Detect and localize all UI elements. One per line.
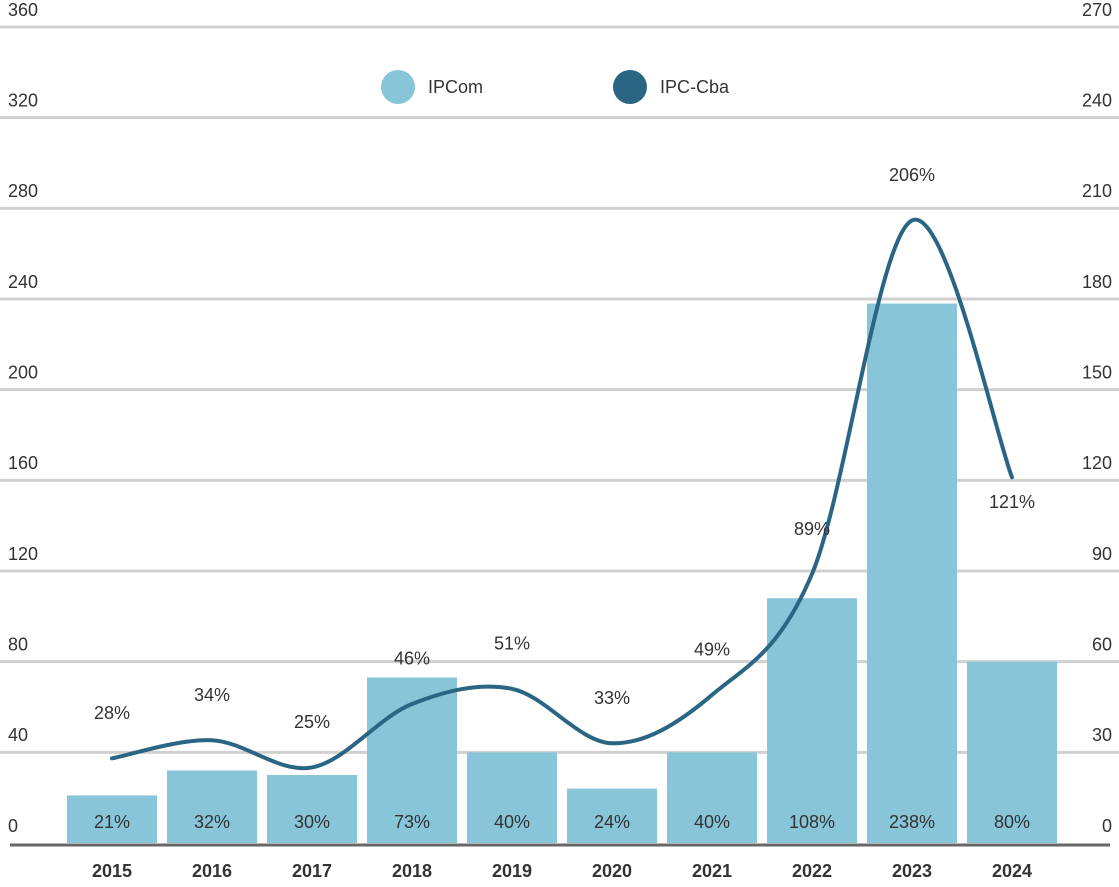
x-tick-label: 2024 [992,861,1032,881]
line-label: 49% [694,640,730,660]
bar-label: 24% [594,812,630,832]
bar [967,661,1057,843]
y2-tick-label: 270 [1082,0,1112,20]
y-tick-label: 280 [8,181,38,201]
x-tick-label: 2022 [792,861,832,881]
bar-label: 80% [994,812,1030,832]
bar-label: 32% [194,812,230,832]
line-label: 46% [394,649,430,669]
line-label: 51% [494,634,530,654]
y-tick-label: 240 [8,272,38,292]
y2-tick-label: 150 [1082,362,1112,382]
y-tick-label: 120 [8,544,38,564]
line-label: 34% [194,685,230,705]
x-tick-label: 2016 [192,861,232,881]
line-label: 121% [989,492,1035,512]
y-tick-label: 80 [8,634,28,654]
x-tick-label: 2019 [492,861,532,881]
bar-label: 108% [789,812,835,832]
y2-tick-label: 180 [1082,272,1112,292]
bar-label: 73% [394,812,430,832]
bar-label: 40% [494,812,530,832]
y2-tick-label: 30 [1092,725,1112,745]
line-label: 28% [94,703,130,723]
bar-label: 238% [889,812,935,832]
line [110,217,1014,771]
y-tick-label: 320 [8,90,38,110]
x-tick-label: 2018 [392,861,432,881]
legend-swatch [613,70,647,104]
y-tick-label: 40 [8,725,28,745]
y2-tick-label: 90 [1092,544,1112,564]
bar-label: 40% [694,812,730,832]
legend-label: IPCom [428,77,483,97]
bar [567,788,657,843]
bar [167,770,257,843]
y2-tick-label: 60 [1092,634,1112,654]
x-tick-label: 2020 [592,861,632,881]
y2-tick-label: 240 [1082,90,1112,110]
bar [67,795,157,843]
x-tick-label: 2015 [92,861,132,881]
bar [867,303,957,843]
bar [467,752,557,843]
line-label: 25% [294,712,330,732]
x-tick-label: 2017 [292,861,332,881]
y-tick-label: 200 [8,362,38,382]
y-tick-label: 0 [8,816,18,836]
y2-tick-label: 210 [1082,181,1112,201]
line-label: 33% [594,688,630,708]
y2-tick-label: 0 [1102,816,1112,836]
line-label: 89% [794,519,830,539]
bar-label: 30% [294,812,330,832]
y-tick-label: 360 [8,0,38,20]
bar [667,752,757,843]
legend-label: IPC-Cba [660,77,730,97]
bar-label: 21% [94,812,130,832]
bar [767,598,857,843]
y-tick-label: 160 [8,453,38,473]
x-tick-label: 2021 [692,861,732,881]
line-label: 206% [889,165,935,185]
bar [267,775,357,843]
legend-swatch [381,70,415,104]
x-tick-label: 2023 [892,861,932,881]
y2-tick-label: 120 [1082,453,1112,473]
